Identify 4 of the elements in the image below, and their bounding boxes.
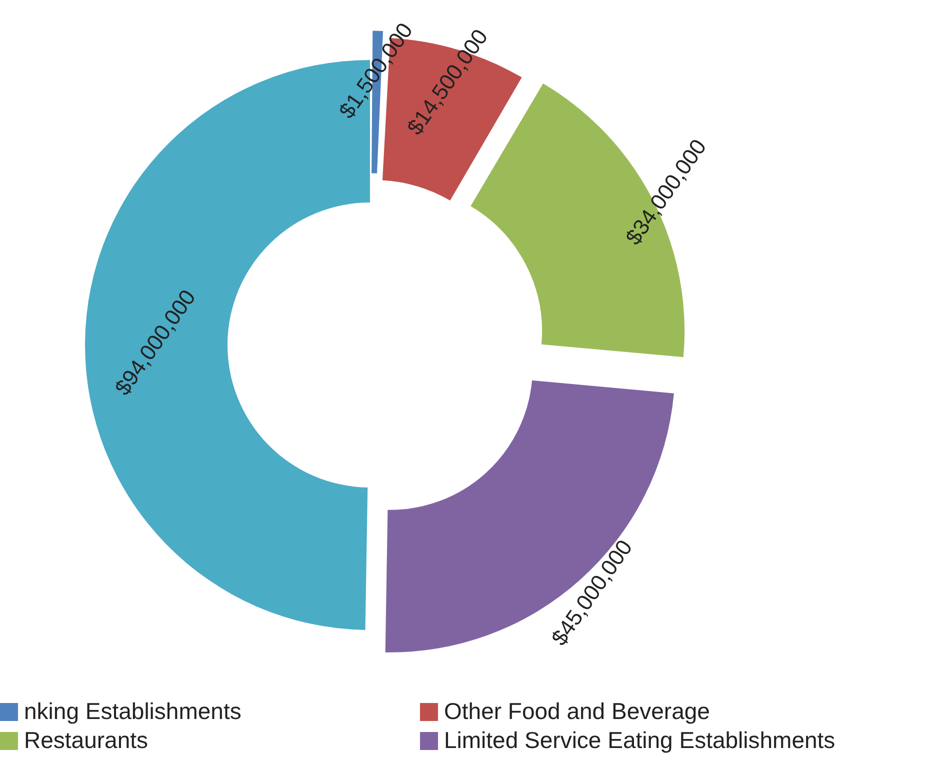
legend-label: Restaurants [24, 727, 148, 754]
legend-label: Limited Service Eating Establishments [444, 727, 836, 754]
legend-label: nking Establishments [24, 698, 242, 725]
legend-label: Other Food and Beverage [444, 698, 710, 725]
